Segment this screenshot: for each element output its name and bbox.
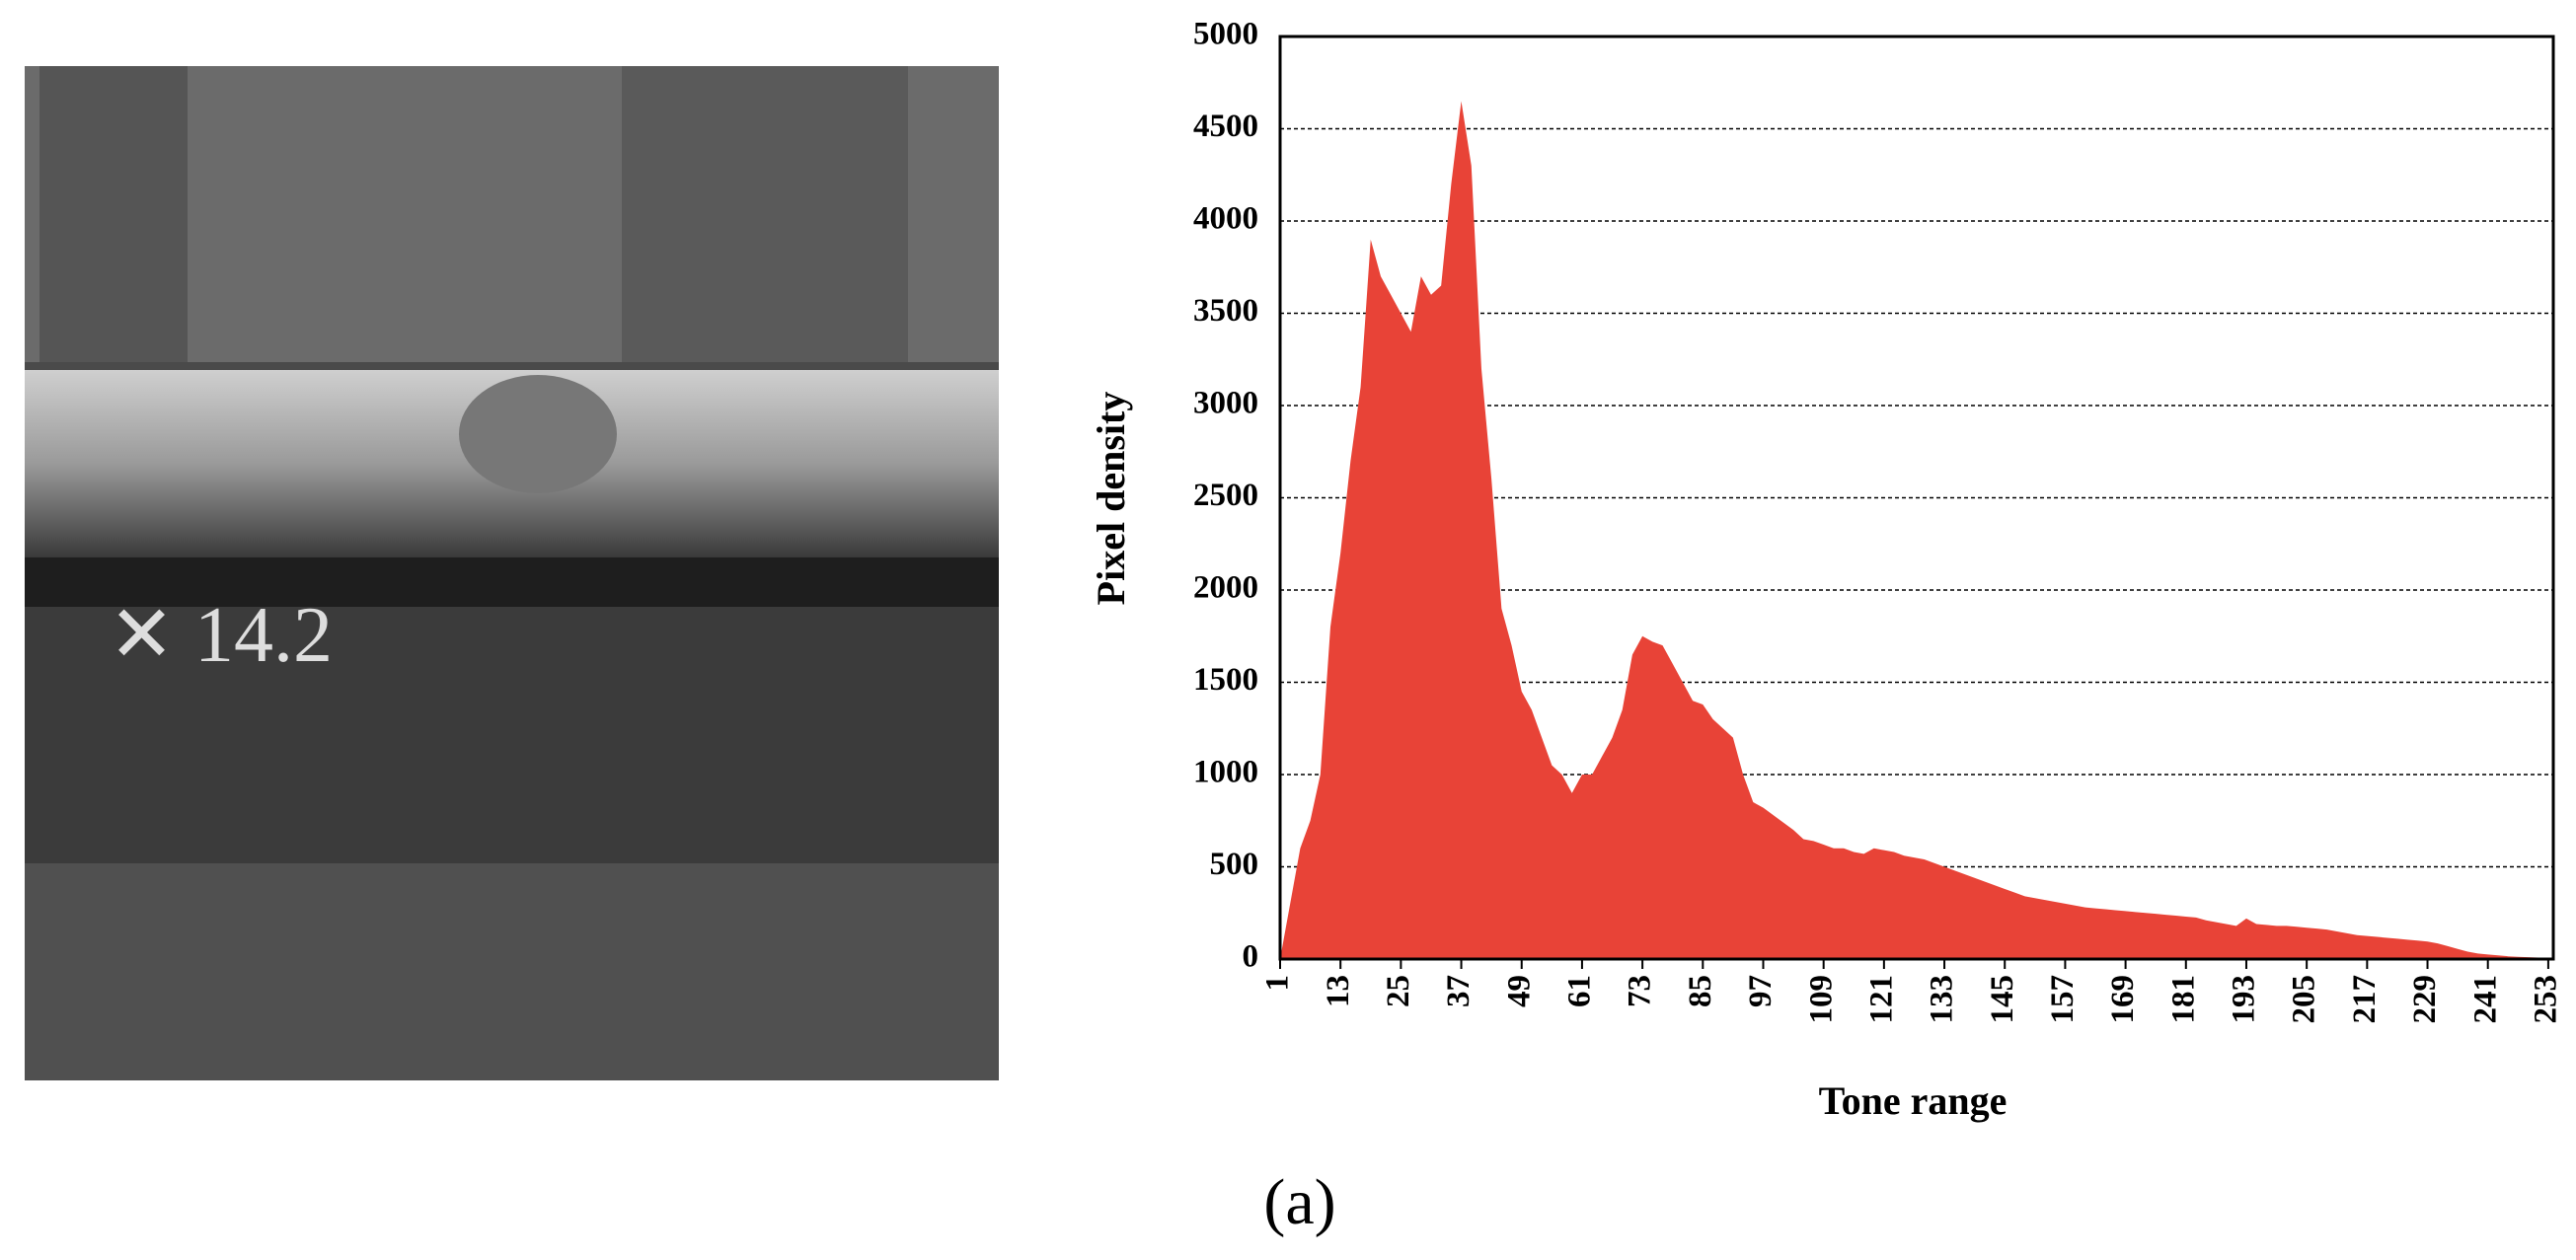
y-tick-label: 4000 (1193, 201, 1258, 237)
x-tick-label: 109 (1803, 975, 1839, 1024)
x-tick-label: 241 (2467, 975, 2503, 1024)
y-tick-label: 3500 (1193, 293, 1258, 329)
plot-border (1278, 35, 2555, 961)
x-tick-label: 145 (1985, 975, 2020, 1024)
x-tick-label: 73 (1623, 975, 1658, 1007)
caption: (a) (1263, 1166, 1335, 1238)
y-tick-label: 2000 (1193, 570, 1258, 606)
x-tick-label: 13 (1321, 975, 1356, 1007)
x-tick-label: 157 (2045, 975, 2081, 1024)
y-tick-label: 4500 (1193, 109, 1258, 144)
x-tick-label: 25 (1381, 975, 1416, 1007)
x-tick-label: 193 (2227, 975, 2262, 1024)
x-tick-label: 121 (1863, 975, 1899, 1024)
y-tick-label: 5000 (1193, 17, 1258, 52)
x-tick-label: 61 (1562, 975, 1598, 1007)
y-tick-label: 1000 (1193, 755, 1258, 790)
x-tick-label: 85 (1683, 975, 1718, 1007)
y-tick-label: 0 (1243, 939, 1259, 975)
y-tick-label: 1500 (1193, 662, 1258, 698)
x-tick-label: 1 (1260, 975, 1296, 992)
x-tick-label: 49 (1501, 975, 1537, 1007)
x-tick-label: 205 (2287, 975, 2322, 1024)
y-axis-title: Pixel density (1089, 392, 1133, 606)
x-tick-label: 217 (2347, 975, 2383, 1024)
svg-text:✕ 14.2: ✕ 14.2 (109, 592, 333, 679)
x-tick-label: 169 (2105, 975, 2141, 1024)
x-tick-label: 133 (1925, 975, 1960, 1024)
y-tick-label: 3000 (1193, 386, 1258, 421)
x-tick-label: 229 (2407, 975, 2443, 1024)
y-tick-label: 500 (1210, 847, 1259, 882)
photo: ✕ 14.2 (25, 66, 999, 1080)
x-tick-label: 253 (2528, 975, 2563, 1024)
x-tick-label: 181 (2165, 975, 2201, 1024)
x-tick-label: 37 (1441, 975, 1477, 1007)
area (1280, 101, 2548, 959)
x-tick-label: 97 (1743, 975, 1779, 1007)
y-tick-label: 2500 (1193, 478, 1258, 513)
x-axis-title: Tone range (1819, 1078, 2008, 1123)
